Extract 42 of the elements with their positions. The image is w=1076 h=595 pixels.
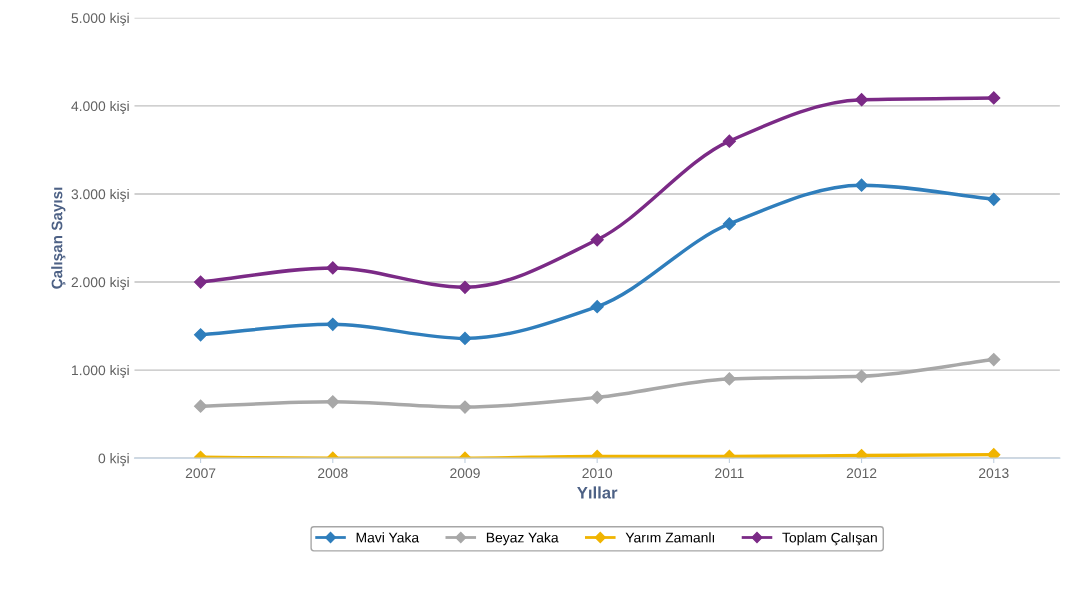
point (590, 233, 604, 247)
point (987, 352, 1001, 367)
x-tick-label: 2008 (318, 468, 348, 479)
legend-label: Toplam Çalışan (782, 532, 877, 546)
point (590, 300, 604, 314)
point (458, 400, 472, 414)
x-tick-label: 2009 (450, 468, 480, 479)
legend-label: Mavi Yaka (356, 532, 420, 543)
legend-label: Beyaz Yaka (486, 532, 559, 546)
y-tick-label: 1.000 kişi (72, 365, 129, 379)
point (458, 280, 472, 294)
x-tick-label: 2011 (715, 468, 744, 479)
y-tick-label: 0 kişi (98, 453, 129, 467)
point (194, 328, 208, 342)
point (326, 261, 340, 275)
point (854, 93, 869, 107)
x-tick-label: 2010 (582, 468, 613, 479)
point (987, 91, 1001, 105)
point (987, 192, 1001, 206)
y-tick-label: 4.000 kişi (71, 100, 129, 114)
point (722, 372, 736, 386)
point (194, 275, 208, 289)
point (854, 369, 869, 383)
point (722, 134, 736, 148)
point (854, 178, 869, 192)
y-tick-label: 3.000 kişi (71, 188, 129, 202)
x-tick-label: 2013 (979, 468, 1009, 479)
point (326, 317, 340, 331)
x-axis-title: Yıllar (577, 486, 618, 499)
x-tick-label: 2012 (846, 468, 877, 479)
point (458, 331, 472, 345)
point (590, 390, 604, 404)
legend-label: Yarım Zamanlı (625, 532, 715, 543)
y-tick-label: 2.000 kişi (71, 277, 129, 291)
point (987, 448, 1001, 459)
point (722, 217, 736, 231)
y-tick-label: 5.000 kişi (71, 12, 129, 26)
y-axis-title: Çalışan Sayısı (51, 187, 66, 289)
point (194, 399, 208, 413)
point (326, 395, 340, 409)
x-tick-label: 2007 (185, 468, 216, 479)
point (854, 448, 869, 459)
